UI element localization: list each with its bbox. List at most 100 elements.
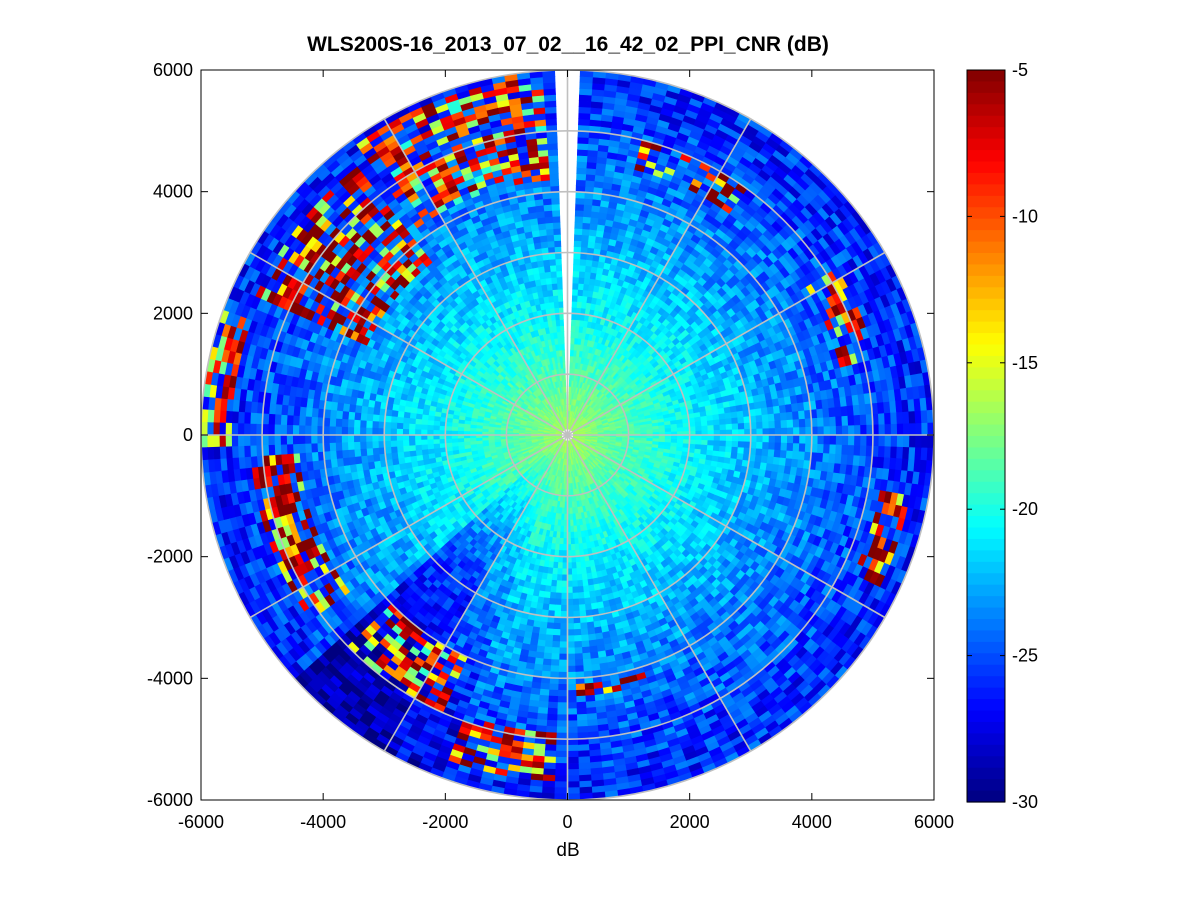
- ppi-cell: [713, 424, 721, 431]
- ppi-cell: [569, 355, 574, 363]
- ppi-cell: [586, 149, 598, 158]
- ppi-cell: [574, 319, 580, 327]
- ppi-cell: [554, 258, 562, 266]
- ppi-cell: [539, 167, 550, 176]
- ppi-cell: [579, 258, 587, 266]
- ppi-cell: [707, 424, 715, 431]
- ppi-cell: [573, 240, 582, 248]
- ppi-cell: [786, 426, 794, 436]
- ppi-cell: [569, 367, 573, 375]
- ppi-cell: [580, 240, 589, 248]
- ppi-cell: [582, 204, 593, 212]
- ppi-cell: [756, 427, 764, 436]
- ppi-cell: [572, 288, 579, 296]
- ppi-cell: [546, 234, 555, 242]
- ppi-cell: [549, 264, 557, 272]
- ppi-cell: [731, 428, 739, 436]
- ppi-cell: [829, 425, 837, 436]
- ppi-cell: [545, 228, 554, 236]
- ppi-cell: [568, 398, 571, 406]
- ppi-cell: [570, 325, 576, 333]
- ppi-cell: [581, 228, 590, 236]
- ppi-cell: [548, 167, 559, 175]
- ppi-cell: [853, 414, 861, 426]
- ppi-cell: [578, 100, 592, 108]
- ppi-cell: [585, 173, 596, 182]
- ppi-cell: [543, 210, 553, 218]
- ppi-cell: [572, 270, 580, 278]
- ppi-cell: [557, 294, 564, 302]
- ppi-cell: [574, 215, 584, 223]
- ppi-cell: [544, 222, 554, 230]
- ppi-cell: [762, 420, 770, 429]
- ppi-cell: [816, 407, 824, 418]
- ppi-cell: [719, 418, 727, 425]
- ppi-cell: [866, 424, 874, 436]
- ppi-cell: [890, 423, 898, 436]
- ppi-cell: [555, 264, 563, 272]
- ppi-cell: [586, 241, 596, 249]
- ppi-cell: [542, 204, 553, 212]
- ppi-cell: [896, 422, 904, 436]
- ppi-cell: [559, 319, 565, 327]
- ppi-cell: [884, 423, 892, 436]
- ppi-cell: [372, 407, 381, 416]
- ppi-cell: [719, 423, 727, 431]
- ppi-cell: [542, 88, 556, 96]
- ppi-cell: [551, 289, 559, 297]
- ppi-cell: [576, 301, 582, 309]
- ppi-cell: [550, 203, 560, 211]
- ppi-cell: [568, 379, 572, 387]
- ppi-cell: [537, 149, 549, 158]
- ppi-cell: [397, 410, 405, 419]
- ppi-cell: [731, 422, 739, 430]
- ppi-cell: [835, 415, 843, 427]
- ppi-cell: [555, 270, 563, 278]
- ppi-cell: [584, 265, 592, 273]
- ppi-cell: [539, 173, 550, 182]
- ppi-cell: [571, 300, 578, 308]
- ppi-cell: [737, 416, 745, 424]
- ppi-cell: [575, 203, 585, 211]
- ppi-cell: [585, 161, 597, 170]
- ppi-cell: [738, 428, 745, 436]
- ppi-cell: [576, 295, 583, 303]
- ppi-cell: [573, 258, 581, 266]
- ppi-cell: [539, 241, 549, 249]
- ppi-cell: [847, 424, 855, 436]
- ppi-cell: [542, 82, 556, 90]
- ppi-cell: [568, 392, 571, 399]
- ppi-cell: [791, 410, 800, 420]
- ppi-cell: [860, 424, 868, 436]
- ppi-cell: [569, 361, 573, 369]
- ppi-cell: [556, 276, 563, 284]
- ppi-cell: [549, 179, 560, 187]
- ppi-cell: [540, 179, 551, 188]
- ppi-cell: [583, 271, 591, 279]
- ppi-cell: [544, 118, 557, 126]
- ppi-cell: [773, 412, 782, 421]
- ppi-cell: [731, 416, 739, 424]
- ppi-cell: [538, 161, 550, 170]
- ppi-cell: [780, 419, 788, 428]
- ppi-cell: [573, 234, 582, 242]
- ppi-cell: [841, 415, 849, 426]
- ppi-cell: [556, 288, 563, 296]
- ppi-cell: [570, 337, 575, 345]
- ppi-cell: [547, 154, 559, 163]
- ppi-cell: [543, 100, 557, 108]
- ppi-cell: [552, 221, 561, 230]
- ppi-cell: [785, 411, 794, 421]
- ppi-cell: [580, 234, 589, 242]
- ppi-cell: [859, 413, 867, 426]
- ppi-cell: [756, 421, 764, 429]
- ppi-cell: [761, 413, 769, 422]
- ppi-cell: [725, 428, 733, 436]
- ppi-cell: [792, 418, 800, 428]
- ppi-cell: [576, 154, 588, 163]
- ppi-cell: [574, 221, 583, 230]
- ppi-cell: [575, 179, 586, 187]
- ppi-cell: [579, 82, 593, 90]
- ppi-cell: [797, 409, 806, 420]
- ppi-cell: [854, 424, 862, 436]
